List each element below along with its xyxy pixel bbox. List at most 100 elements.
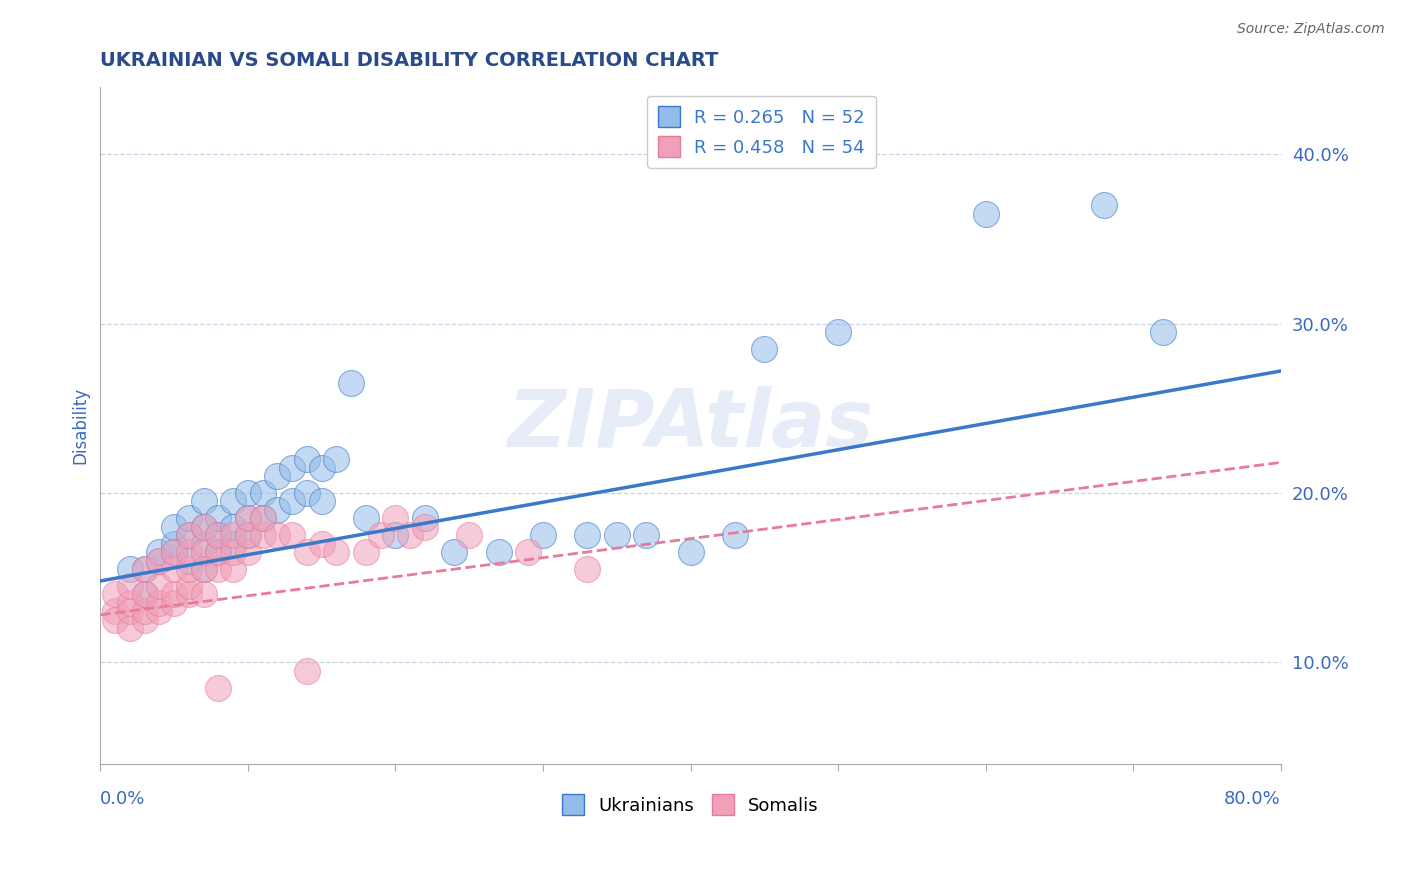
Point [252,511,274,525]
Point [724,528,747,542]
Point [148,596,170,610]
Point [163,537,186,551]
Point [207,528,229,542]
Point [104,613,127,627]
Point [177,587,200,601]
Point [163,596,186,610]
Text: UKRAINIAN VS SOMALI DISABILITY CORRELATION CHART: UKRAINIAN VS SOMALI DISABILITY CORRELATI… [100,51,718,70]
Point [163,587,186,601]
Point [1092,198,1115,212]
Point [104,604,127,618]
Point [266,469,288,483]
Point [134,587,156,601]
Point [193,520,215,534]
Point [413,520,436,534]
Point [148,579,170,593]
Point [531,528,554,542]
Point [118,604,141,618]
Point [236,511,259,525]
Point [576,528,599,542]
Point [281,528,304,542]
Point [679,545,702,559]
Point [281,460,304,475]
Point [384,511,406,525]
Point [311,494,333,508]
Point [236,528,259,542]
Point [193,587,215,601]
Point [207,545,229,559]
Point [207,511,229,525]
Point [458,528,481,542]
Point [193,520,215,534]
Point [354,545,377,559]
Point [606,528,628,542]
Point [1152,325,1174,339]
Point [193,562,215,576]
Point [370,528,392,542]
Point [576,562,599,576]
Point [163,545,186,559]
Point [827,325,849,339]
Legend: Ukrainians, Somalis: Ukrainians, Somalis [555,788,827,822]
Point [177,554,200,568]
Point [636,528,658,542]
Point [281,494,304,508]
Point [754,342,776,356]
Text: ZIPAtlas: ZIPAtlas [508,386,873,464]
Point [222,520,245,534]
Point [311,460,333,475]
Y-axis label: Disability: Disability [72,386,89,464]
Point [193,545,215,559]
Point [252,486,274,500]
Point [222,562,245,576]
Point [236,486,259,500]
Point [354,511,377,525]
Text: 80.0%: 80.0% [1225,790,1281,808]
Point [177,545,200,559]
Point [236,528,259,542]
Point [222,545,245,559]
Point [252,511,274,525]
Point [236,545,259,559]
Point [134,604,156,618]
Point [134,562,156,576]
Point [207,528,229,542]
Point [252,528,274,542]
Point [207,545,229,559]
Point [177,511,200,525]
Point [413,511,436,525]
Point [443,545,465,559]
Point [236,511,259,525]
Point [118,621,141,635]
Point [325,452,347,467]
Point [148,554,170,568]
Point [177,528,200,542]
Point [177,579,200,593]
Point [193,494,215,508]
Point [266,503,288,517]
Point [134,587,156,601]
Point [517,545,540,559]
Point [193,537,215,551]
Text: Source: ZipAtlas.com: Source: ZipAtlas.com [1237,22,1385,37]
Point [148,604,170,618]
Point [134,562,156,576]
Point [163,545,186,559]
Point [266,528,288,542]
Point [311,537,333,551]
Point [325,545,347,559]
Point [163,520,186,534]
Point [148,545,170,559]
Point [295,664,318,678]
Point [295,486,318,500]
Point [399,528,422,542]
Point [177,528,200,542]
Point [222,537,245,551]
Point [118,596,141,610]
Point [118,579,141,593]
Point [148,554,170,568]
Text: 0.0%: 0.0% [100,790,146,808]
Point [207,681,229,695]
Point [384,528,406,542]
Point [118,562,141,576]
